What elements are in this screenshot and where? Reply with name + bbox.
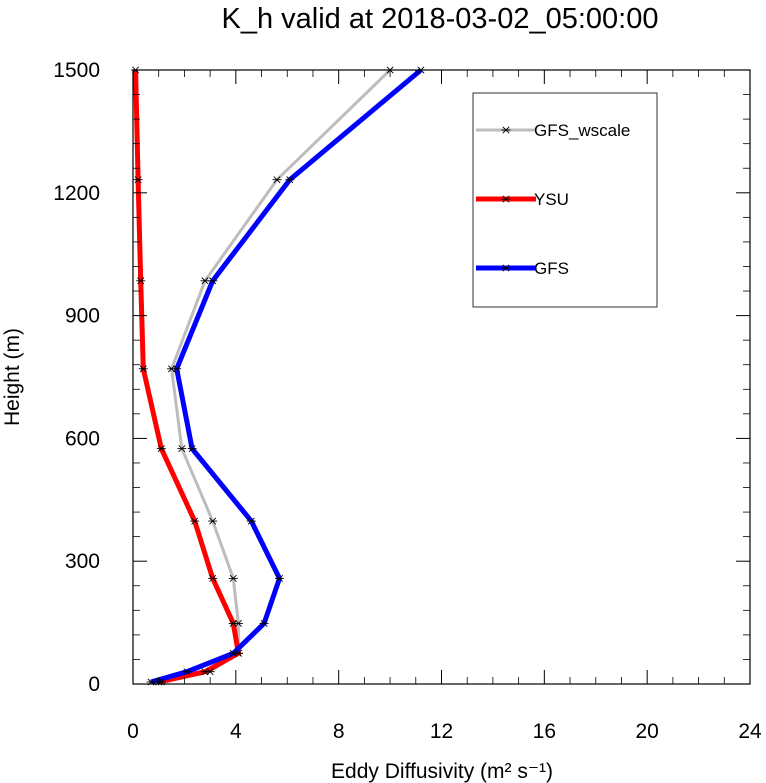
data-point-gfs-6: [187, 445, 197, 453]
legend: GFS_wscale YSU GFS: [472, 92, 658, 308]
x-tick-label: 20: [635, 720, 658, 743]
data-point-gfs-1: [182, 668, 192, 676]
data-point-gfs-wscale-8: [200, 277, 210, 285]
y-tick-label: 600: [65, 427, 100, 450]
data-point-ysu-8: [136, 277, 146, 285]
data-point-ysu-9: [133, 176, 143, 184]
data-point-gfs-8: [208, 277, 218, 285]
data-point-gfs-wscale-5: [208, 517, 218, 525]
legend-marker-gfs-wscale: [501, 126, 511, 134]
x-tick-label: 12: [430, 720, 453, 743]
legend-label-gfs: GFS: [534, 259, 569, 278]
x-axis: 0 4 8 12 16 20 24: [127, 70, 762, 743]
data-point-gfs-wscale-4: [228, 574, 238, 582]
data-point-gfs-7: [172, 365, 182, 373]
legend-label-ysu: YSU: [534, 190, 569, 209]
data-point-gfs-2: [228, 649, 238, 657]
plot-series: [131, 66, 426, 686]
data-point-gfs-wscale-9: [272, 176, 282, 184]
y-tick-label: 1500: [53, 59, 100, 82]
y-tick-label: 900: [65, 305, 100, 328]
legend-box: [472, 92, 658, 308]
x-tick-label: 0: [127, 720, 139, 743]
chart-title: K_h valid at 2018-03-02_05:00:00: [222, 3, 659, 35]
series-line-ysu: [133, 69, 242, 685]
legend-marker-ysu: [501, 195, 511, 203]
data-point-gfs-5: [246, 517, 256, 525]
data-point-gfs-3: [259, 619, 269, 627]
x-tick-label: 4: [230, 720, 242, 743]
data-point-ysu-5: [190, 517, 200, 525]
x-axis-label: Eddy Diffusivity (m² s⁻¹): [331, 760, 553, 783]
data-point-gfs-wscale-6: [177, 445, 187, 453]
x-tick-label: 8: [333, 720, 345, 743]
x-tick-label: 24: [738, 720, 762, 743]
x-tick-label: 16: [533, 720, 556, 743]
plot-frame: [132, 69, 751, 685]
series-line-gfs: [150, 68, 423, 685]
data-point-gfs-9: [285, 176, 295, 184]
y-axis-label: Height (m): [1, 328, 24, 426]
legend-label-gfs-wscale: GFS_wscale: [534, 121, 630, 140]
data-point-gfs-4: [275, 574, 285, 582]
y-tick-label: 1200: [53, 182, 100, 205]
data-point-ysu-3: [228, 619, 238, 627]
data-point-ysu-6: [156, 445, 166, 453]
y-axis: 0 300 600 900 1200 1500: [53, 59, 750, 696]
data-point-ysu-7: [138, 365, 148, 373]
y-tick-label: 0: [88, 673, 100, 696]
legend-marker-gfs: [501, 264, 511, 272]
data-point-ysu-4: [208, 574, 218, 582]
data-point-ysu-1: [200, 668, 210, 676]
y-tick-label: 300: [65, 550, 100, 573]
